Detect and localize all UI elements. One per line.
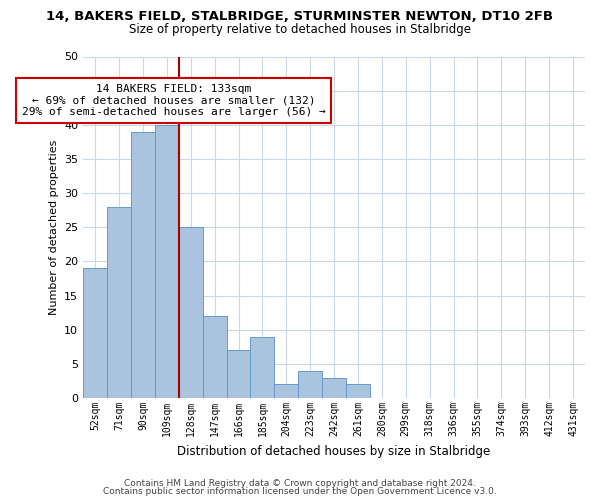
Text: Contains public sector information licensed under the Open Government Licence v3: Contains public sector information licen…	[103, 487, 497, 496]
Bar	[322, 378, 346, 398]
Text: 14 BAKERS FIELD: 133sqm
← 69% of detached houses are smaller (132)
29% of semi-d: 14 BAKERS FIELD: 133sqm ← 69% of detache…	[22, 84, 325, 117]
Text: Contains HM Land Registry data © Crown copyright and database right 2024.: Contains HM Land Registry data © Crown c…	[124, 478, 476, 488]
Bar	[107, 207, 131, 398]
Bar	[298, 371, 322, 398]
Bar	[274, 384, 298, 398]
Bar	[179, 228, 203, 398]
Text: Size of property relative to detached houses in Stalbridge: Size of property relative to detached ho…	[129, 22, 471, 36]
Bar	[131, 132, 155, 398]
X-axis label: Distribution of detached houses by size in Stalbridge: Distribution of detached houses by size …	[178, 444, 491, 458]
Bar	[155, 125, 179, 398]
Text: 14, BAKERS FIELD, STALBRIDGE, STURMINSTER NEWTON, DT10 2FB: 14, BAKERS FIELD, STALBRIDGE, STURMINSTE…	[47, 10, 554, 23]
Bar	[250, 336, 274, 398]
Bar	[203, 316, 227, 398]
Bar	[83, 268, 107, 398]
Bar	[346, 384, 370, 398]
Bar	[227, 350, 250, 398]
Y-axis label: Number of detached properties: Number of detached properties	[49, 140, 59, 315]
